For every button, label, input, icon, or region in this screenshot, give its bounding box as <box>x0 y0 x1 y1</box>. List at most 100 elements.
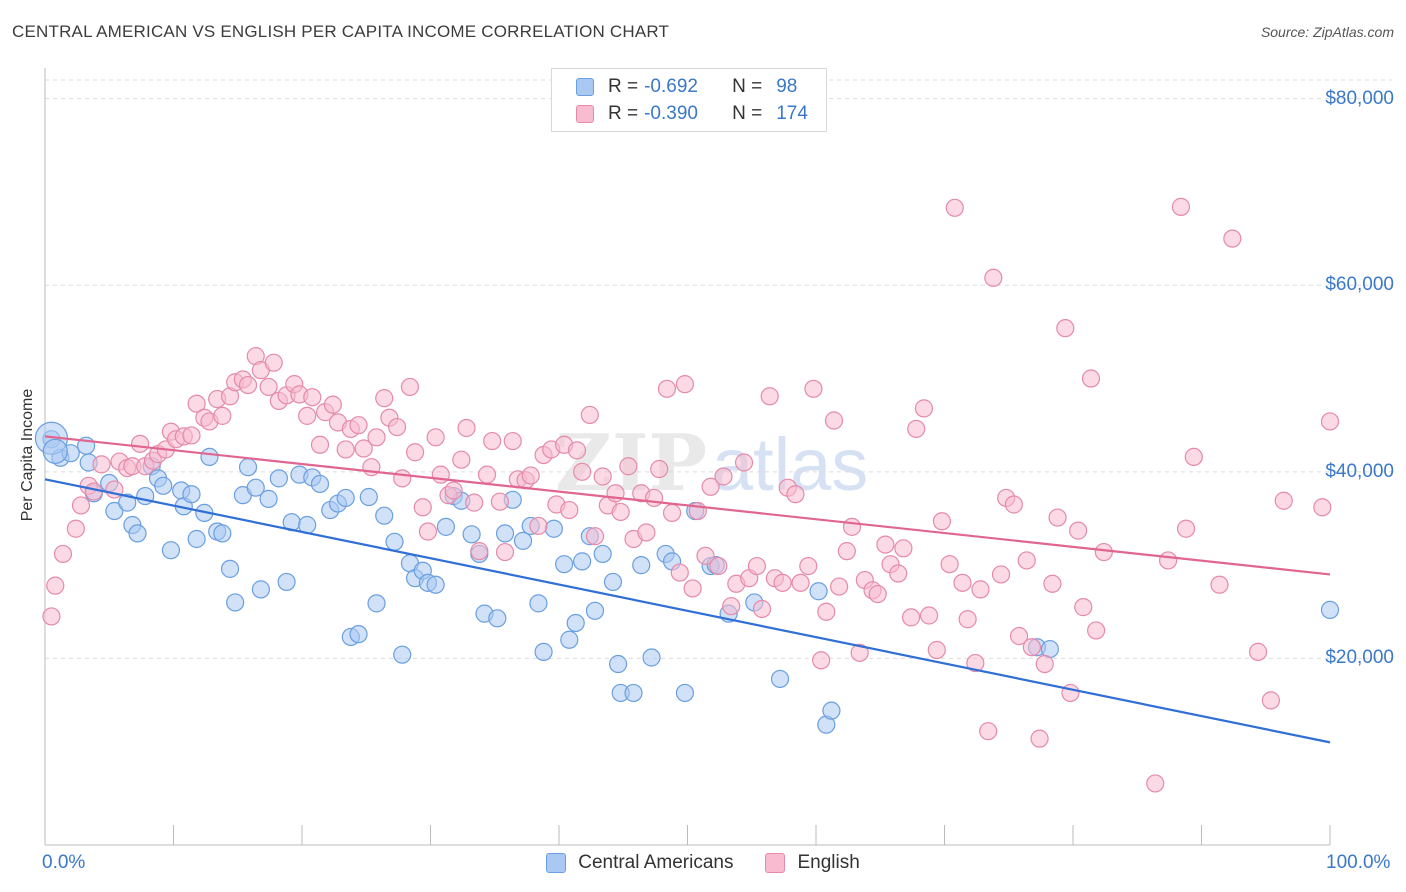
point-english <box>457 418 476 438</box>
legend-r-value: -0.692 <box>644 76 698 97</box>
legend-item-english[interactable]: English <box>765 852 860 874</box>
legend-n-label: N = <box>732 76 763 97</box>
point-english <box>1176 519 1196 538</box>
point-english <box>837 542 856 561</box>
point-english <box>894 539 913 558</box>
point-english <box>336 440 355 459</box>
point-english <box>213 406 232 425</box>
point-english <box>773 573 792 592</box>
point-central-american <box>593 544 612 564</box>
point-english <box>465 493 484 512</box>
legend-n-label: N = <box>732 103 763 124</box>
point-central-american-cluster <box>42 438 68 464</box>
point-english <box>46 576 65 595</box>
point-english <box>187 394 206 413</box>
point-english <box>92 455 111 474</box>
point-central-american <box>822 701 841 720</box>
point-english <box>444 481 463 500</box>
y-tick-label: $60,000 <box>1325 274 1394 296</box>
point-english <box>830 577 849 596</box>
point-english <box>1081 369 1101 388</box>
point-central-american <box>269 469 288 488</box>
point-english <box>696 546 715 565</box>
point-english <box>914 399 934 418</box>
point-english <box>817 602 836 621</box>
point-central-american <box>226 593 245 612</box>
point-central-american <box>367 594 386 613</box>
point-english <box>932 512 952 531</box>
point-english <box>393 469 412 488</box>
point-english <box>130 434 150 453</box>
point-english <box>1043 574 1062 593</box>
point-central-american <box>534 642 553 661</box>
point-english <box>1069 521 1088 540</box>
point-central-american <box>187 529 206 549</box>
point-central-american <box>375 506 394 525</box>
point-central-american <box>609 654 628 674</box>
point-english <box>619 457 638 476</box>
point-english <box>714 467 733 486</box>
point-english <box>567 441 587 460</box>
point-english <box>1035 654 1054 674</box>
point-central-american <box>161 541 181 560</box>
point-english <box>1274 491 1293 510</box>
point-english <box>1056 319 1075 338</box>
point-english <box>1048 508 1067 527</box>
point-central-american <box>213 524 232 543</box>
point-central-american <box>118 493 137 512</box>
point-english <box>1146 774 1165 793</box>
point-central-american <box>555 555 574 574</box>
point-english <box>662 503 682 522</box>
point-central-american <box>426 575 445 594</box>
y-tick-label: $80,000 <box>1325 87 1394 109</box>
point-english <box>349 416 368 435</box>
point-english <box>940 555 959 574</box>
point-english <box>560 500 579 520</box>
point-english <box>470 542 489 561</box>
point-central-american <box>809 582 828 601</box>
legend-swatch-pink <box>765 853 786 873</box>
point-central-american <box>385 532 404 551</box>
point-english <box>991 565 1011 584</box>
point-english <box>1009 626 1029 646</box>
point-central-american <box>336 488 355 508</box>
point-central-american <box>238 458 258 477</box>
point-english <box>1184 447 1203 467</box>
point-central-american <box>770 669 790 689</box>
point-english <box>907 419 926 439</box>
point-english <box>503 431 522 451</box>
legend-label: English <box>797 852 860 873</box>
point-central-american <box>182 485 201 504</box>
point-english <box>958 610 977 629</box>
point-english <box>611 502 630 522</box>
point-english <box>375 389 394 408</box>
point-english <box>966 653 985 673</box>
legend-item-central-americans[interactable]: Central Americans <box>546 852 733 874</box>
point-english <box>1261 691 1280 710</box>
point-english <box>650 459 669 479</box>
point-english <box>1313 498 1332 517</box>
point-central-american <box>560 630 579 649</box>
point-english <box>657 379 677 398</box>
source-note: Source: ZipAtlas.com <box>1260 24 1394 40</box>
legend-r-label: R = <box>608 76 639 97</box>
point-english <box>752 599 772 619</box>
point-english <box>734 453 754 472</box>
point-english <box>850 643 869 662</box>
point-english <box>310 435 330 454</box>
point-central-american <box>513 531 533 550</box>
point-english <box>747 556 766 576</box>
point-english <box>259 377 278 397</box>
point-english <box>889 564 908 583</box>
point-central-american <box>220 559 240 578</box>
point-english <box>367 428 386 447</box>
point-english <box>1017 551 1036 570</box>
point-english <box>812 651 831 670</box>
point-english <box>303 388 322 407</box>
point-english <box>42 607 61 626</box>
point-central-american <box>310 474 330 494</box>
point-english <box>971 580 990 599</box>
trendline-english <box>44 435 1331 576</box>
point-english <box>298 406 317 425</box>
point-english <box>354 439 373 458</box>
